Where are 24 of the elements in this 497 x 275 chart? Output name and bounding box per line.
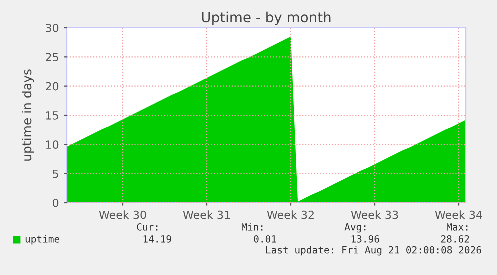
chart-title: Uptime - by month [202,12,331,26]
text: Cur: [137,223,158,231]
text: Last update: Fri Aug 21 02:00:08 2026 [266,246,482,256]
x-tick-label: Week 31 [183,210,230,220]
text: Avg: [344,224,366,233]
y-tick-label: 30 [46,24,59,32]
legend-label: uptime [26,235,60,245]
y-tick-label: 10 [46,140,59,150]
text: 28.62 [441,235,470,243]
y-tick-label: 20 [46,82,59,91]
y-axis-title: uptime in days [22,70,34,161]
text: Min: [242,223,263,231]
y-tick-label: 15 [46,112,58,120]
y-tick-label: 5 [53,170,58,178]
y-tick-label: 25 [46,53,58,62]
y-tick-label: 0 [53,198,59,208]
text: Max: [446,224,468,231]
x-tick-label: Week 32 [267,210,314,220]
text: 0.01 [254,235,276,243]
text: 13.96 [352,235,380,243]
x-tick-label: Week 34 [435,210,482,220]
text: 14.19 [144,235,172,243]
x-tick-label: Week 33 [351,210,398,220]
x-tick-label: Week 30 [99,210,146,220]
